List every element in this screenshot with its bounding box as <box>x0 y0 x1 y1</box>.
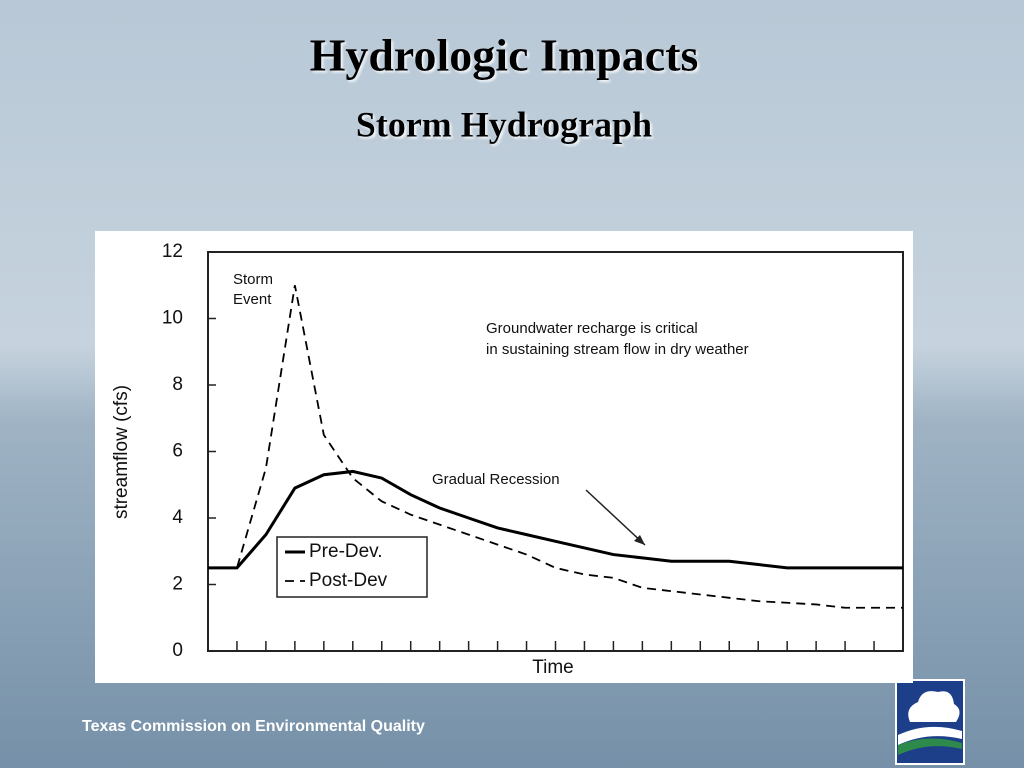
series-line <box>208 285 903 609</box>
annotation: Event <box>233 291 272 308</box>
y-axis-label: streamflow (cfs) <box>111 385 132 519</box>
y-tick-label: 12 <box>162 241 183 262</box>
footer: Texas Commission on Environmental Qualit… <box>82 718 425 735</box>
y-tick-label: 0 <box>172 640 183 661</box>
x-axis-label: Time <box>532 657 574 678</box>
annotation-arrowhead <box>634 535 645 545</box>
annotation: in sustaining stream flow in dry weather <box>486 341 749 358</box>
annotation: Groundwater recharge is critical <box>486 320 698 337</box>
annotation: Gradual Recession <box>432 471 560 488</box>
logo <box>895 679 965 765</box>
legend-label: Pre-Dev. <box>309 541 383 562</box>
legend-box <box>276 536 428 598</box>
annotation-arrow <box>585 489 646 546</box>
slide-title: Hydrologic Impacts <box>310 30 699 81</box>
y-tick-label: 2 <box>172 574 183 595</box>
y-tick-label: 4 <box>172 507 183 528</box>
y-tick-label: 8 <box>172 374 183 395</box>
slide-subtitle: Storm Hydrograph <box>356 104 652 144</box>
y-tick-label: 6 <box>172 441 183 462</box>
chart: 0 2 4 6 8 10 12 Time streamflow (cfs) Pre-Dev. Pos… <box>111 241 904 678</box>
annotation: Storm <box>233 271 273 288</box>
y-tick-label: 10 <box>162 308 183 329</box>
series-line <box>208 469 903 570</box>
legend-label: Post-Dev <box>309 570 388 591</box>
chart-panel <box>95 231 913 683</box>
